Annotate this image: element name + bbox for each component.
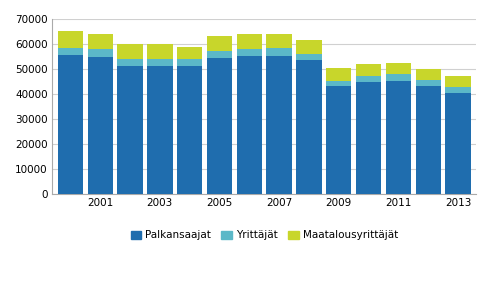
Bar — [207, 58, 232, 194]
Bar — [207, 36, 232, 51]
Bar — [237, 50, 262, 56]
Bar — [386, 74, 411, 81]
Bar — [356, 76, 382, 82]
Bar — [326, 68, 352, 81]
Legend: Palkansaajat, Yrittäjät, Maatalousyrittäjät: Palkansaajat, Yrittäjät, Maatalousyrittä… — [126, 226, 402, 244]
Bar — [207, 51, 232, 58]
Bar — [147, 59, 172, 66]
Bar — [87, 57, 113, 194]
Bar — [296, 54, 322, 60]
Bar — [415, 69, 441, 80]
Bar — [296, 40, 322, 54]
Bar — [267, 56, 292, 194]
Bar — [177, 59, 202, 66]
Bar — [445, 93, 471, 194]
Bar — [177, 47, 202, 59]
Bar — [356, 64, 382, 76]
Bar — [386, 63, 411, 74]
Bar — [237, 56, 262, 194]
Bar — [117, 66, 143, 194]
Bar — [326, 86, 352, 194]
Bar — [87, 34, 113, 50]
Bar — [117, 44, 143, 59]
Bar — [386, 81, 411, 194]
Bar — [415, 80, 441, 86]
Bar — [117, 59, 143, 66]
Bar — [237, 34, 262, 50]
Bar — [58, 31, 83, 48]
Bar — [445, 76, 471, 87]
Bar — [415, 86, 441, 194]
Bar — [356, 82, 382, 194]
Bar — [58, 55, 83, 194]
Bar — [445, 87, 471, 93]
Bar — [267, 34, 292, 48]
Bar — [267, 48, 292, 56]
Bar — [326, 81, 352, 86]
Bar — [87, 50, 113, 57]
Bar — [147, 44, 172, 59]
Bar — [296, 60, 322, 194]
Bar — [147, 66, 172, 194]
Bar — [177, 66, 202, 194]
Bar — [58, 48, 83, 55]
